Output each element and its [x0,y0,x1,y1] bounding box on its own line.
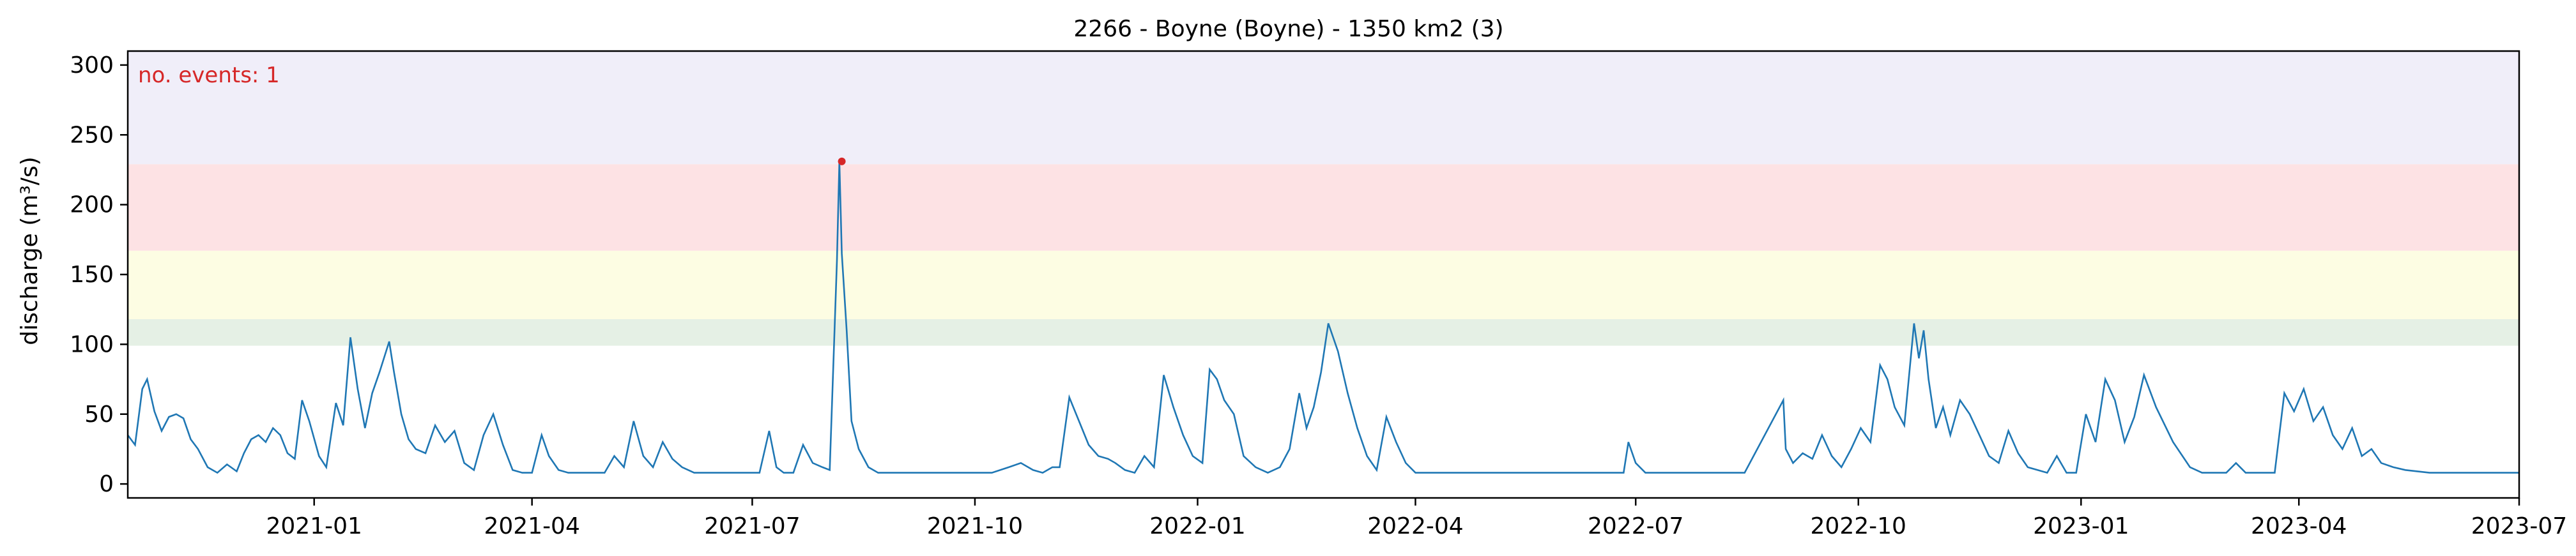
x-ticks: 2021-01 2021-04 2021-07 2021-10 2022-01 2022-… [266,498,2567,539]
x-tick-label: 2022-10 [1811,513,1906,539]
y-tick-label: 100 [70,331,114,357]
threshold-band-3 [128,51,2519,165]
chart-title: 2266 - Boyne (Boyne) - 1350 km2 (3) [1073,16,1503,42]
x-tick-label: 2021-04 [484,513,579,539]
threshold-band-1 [128,250,2519,319]
plot-frame [126,50,2520,499]
y-tick-label: 300 [70,52,114,79]
y-tick-label: 50 [84,402,114,428]
x-tick-label: 2021-07 [704,513,800,539]
x-tick-label: 2023-04 [2251,513,2347,539]
discharge-series-line [126,161,2519,474]
x-tick-label: 2022-01 [1149,513,1245,539]
x-tick-label: 2022-07 [1588,513,1683,539]
events-annotation: no. events: 1 [138,63,280,88]
x-tick-label: 2021-01 [266,513,362,539]
y-ticks: 0 50 100 150 200 250 300 [70,52,128,497]
threshold-bands [128,51,2519,346]
y-tick-label: 200 [70,192,114,218]
x-tick-label: 2023-07 [2471,513,2567,539]
y-tick-label: 150 [70,262,114,288]
x-tick-label: 2023-01 [2033,513,2129,539]
y-tick-label: 250 [70,122,114,148]
threshold-band-2 [128,164,2519,251]
y-axis-label: discharge (m³/s) [17,156,43,345]
x-tick-label: 2022-04 [1367,513,1463,539]
event-peak-point [838,157,846,165]
threshold-band-0 [128,319,2519,346]
y-tick-label: 0 [99,471,114,497]
x-tick-label: 2021-10 [927,513,1023,539]
